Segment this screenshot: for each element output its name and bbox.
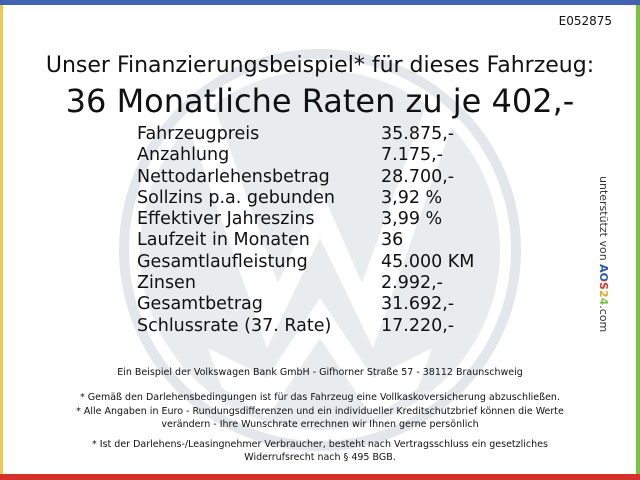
finance-row: Laufzeit in Monaten 36 [137, 230, 474, 251]
finance-row: Sollzins p.a. gebunden 3,92 % [137, 188, 474, 209]
footnote-2b: verändern - Ihre Wunschrate errechnen wi… [161, 419, 479, 430]
row-value: 3,99 % [381, 209, 443, 230]
row-label: Sollzins p.a. gebunden [137, 187, 336, 208]
row-label: Gesamtlaufleistung [137, 251, 308, 272]
row-value: 45.000 KM [381, 251, 475, 272]
bank-info: Ein Beispiel der Volkswagen Bank GmbH - … [117, 367, 523, 378]
side-credit: unterstützt von AOS24.com [597, 176, 610, 332]
border-right [636, 5, 640, 475]
border-bottom [0, 474, 640, 480]
row-label: Anzahlung [137, 145, 230, 166]
finance-row: Anzahlung 7.175,- [137, 145, 474, 166]
finance-row: Zinsen 2.992,- [137, 273, 474, 294]
row-value: 17.220,- [381, 315, 455, 336]
footnote-3a: * Ist der Darlehens-/Leasingnehmer Verbr… [92, 439, 548, 450]
row-value: 36 [381, 230, 404, 251]
finance-row: Schlussrate (37. Rate) 17.220,- [137, 316, 474, 337]
vw-logo-watermark [119, 49, 521, 451]
finance-row: Gesamtlaufleistung 45.000 KM [137, 252, 474, 273]
finance-row: Effektiver Jahreszins 3,99 % [137, 209, 474, 230]
row-label: Laufzeit in Monaten [137, 230, 310, 251]
finance-row: Fahrzeugpreis 35.875,- [137, 124, 474, 145]
finance-row: Nettodarlehensbetrag 28.700,- [137, 167, 474, 188]
row-value: 28.700,- [381, 166, 455, 187]
row-label: Zinsen [137, 273, 196, 294]
credit-text: unterstützt von [597, 176, 610, 261]
row-label: Gesamtbetrag [137, 294, 263, 315]
headline: 36 Monatliche Raten zu je 402,- [65, 82, 575, 120]
vehicle-code: E052875 [558, 14, 612, 28]
row-value: 3,92 % [381, 187, 443, 208]
title: Unser Finanzierungsbeispiel* für dieses … [45, 53, 595, 78]
footnote-3b: Widerrufsrecht nach § 495 BGB. [244, 452, 396, 463]
finance-row: Gesamtbetrag 31.692,- [137, 294, 474, 315]
aos24-logo: AOS24 [597, 264, 610, 306]
row-label: Nettodarlehensbetrag [137, 166, 330, 187]
border-left [0, 5, 3, 475]
row-label: Fahrzeugpreis [137, 124, 260, 144]
row-label: Effektiver Jahreszins [137, 209, 315, 230]
row-value: 31.692,- [381, 294, 455, 315]
credit-suffix: .com [597, 305, 610, 333]
row-label: Schlussrate (37. Rate) [137, 315, 332, 336]
border-top [0, 0, 640, 5]
row-value: 2.992,- [381, 273, 443, 294]
footnote-1: * Gemäß den Darlehensbedingungen ist für… [80, 392, 560, 403]
finance-table: Fahrzeugpreis 35.875,- Anzahlung 7.175,- Net… [137, 124, 474, 337]
row-value: 35.875,- [381, 124, 455, 144]
row-value: 7.175,- [381, 145, 443, 166]
footnote-2a: * Alle Angaben in Euro - Rundungsdiffere… [76, 406, 564, 417]
